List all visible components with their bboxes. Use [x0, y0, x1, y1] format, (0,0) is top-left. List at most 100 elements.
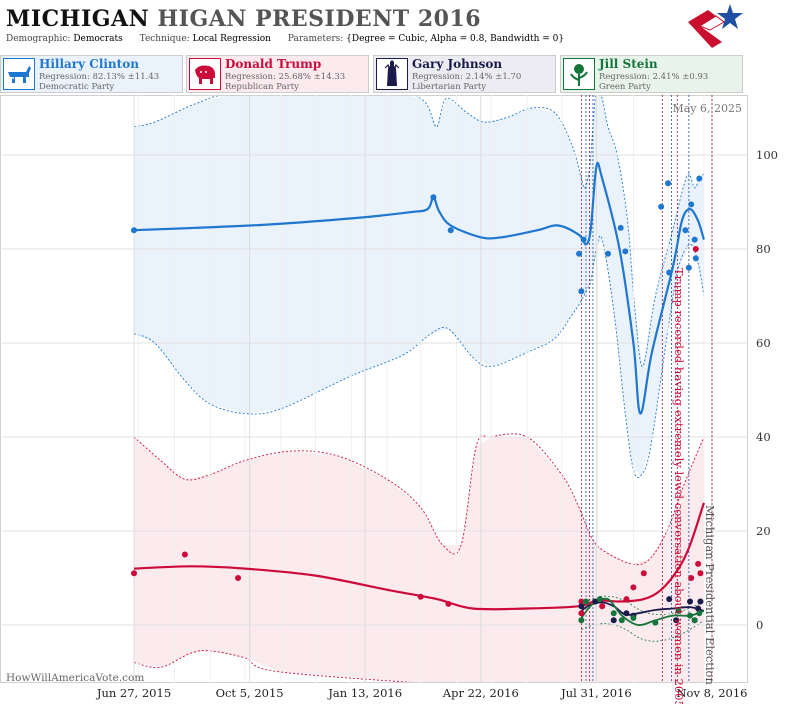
poll-point [235, 575, 242, 581]
poll-point [610, 617, 617, 624]
rose-icon [563, 58, 595, 90]
technique-value: Local Regression [192, 34, 271, 44]
poll-point [687, 612, 694, 619]
candidate-box-clinton: Hillary Clinton Regression: 82.13% ±11.4… [0, 55, 183, 93]
poll-point [580, 236, 587, 243]
candidate-regression: Regression: 82.13% ±11.43 [39, 72, 160, 82]
poll-point [697, 598, 704, 605]
y-tick-label: 40 [756, 430, 771, 444]
poll-point [181, 551, 188, 558]
band-lower-bound [133, 235, 705, 478]
poll-point [630, 614, 637, 621]
y-tick-label: 0 [756, 618, 763, 632]
candidate-regression: Regression: 2.41% ±0.93 [599, 72, 709, 82]
poll-point [618, 617, 625, 624]
poll-point [622, 248, 629, 255]
plot-border [0, 95, 748, 683]
poll-point [617, 224, 624, 231]
date-stamp: May 6, 2025 [672, 102, 742, 115]
poll-point [675, 607, 682, 614]
annotation-label: Trump recorded having extremely lewd con… [672, 268, 686, 704]
candidate-name: Hillary Clinton [39, 57, 139, 71]
poll-point [666, 269, 673, 276]
poll-point [685, 264, 692, 271]
poll-point [691, 236, 698, 243]
poll-point [630, 584, 637, 591]
poll-point [695, 605, 702, 612]
poll-point [578, 288, 585, 295]
demographic-value: Democrats [73, 34, 123, 44]
poll-point [578, 617, 585, 624]
poll-point [582, 598, 589, 605]
poll-point [687, 598, 694, 605]
poll-point [445, 600, 452, 607]
confidence-band [134, 437, 704, 683]
poll-point [576, 250, 583, 257]
confidence-band [134, 95, 704, 475]
candidate-regression: Regression: 2.14% ±1.70 [412, 72, 522, 82]
fit-line [133, 502, 705, 611]
poll-point [665, 180, 672, 187]
candidate-name: Gary Johnson [412, 57, 503, 71]
candidate-box-johnson: Gary Johnson Regression: 2.14% ±1.70 Lib… [373, 55, 556, 93]
technique-label: Technique: [139, 34, 190, 44]
poll-point [688, 575, 695, 581]
x-tick-label: Oct 5, 2015 [216, 686, 284, 700]
poll-point [691, 617, 698, 624]
candidate-box-trump: Donald Trump Regression: 25.68% ±14.33 R… [186, 55, 369, 93]
site-logo [688, 4, 743, 48]
candidate-party: Green Party [599, 82, 651, 92]
y-tick-label: 80 [756, 242, 771, 256]
poll-point [658, 203, 665, 210]
poll-point [692, 255, 699, 262]
poll-point [692, 246, 699, 252]
poll-point [695, 560, 702, 567]
title-state: MICHIGAN [6, 6, 150, 32]
liberty-icon [376, 58, 408, 90]
x-tick-label: Jun 27, 2015 [96, 686, 171, 700]
x-tick-label: Jan 13, 2016 [327, 686, 402, 700]
page-title: MICHIGAN HIGAN PRESIDENT 2016 [6, 6, 481, 32]
title-race: HIGAN PRESIDENT 2016 [157, 6, 482, 32]
band-upper-bound [133, 95, 705, 367]
poll-point [604, 250, 611, 257]
candidate-name: Donald Trump [225, 57, 322, 71]
parameters-line: Demographic: Democrats Technique: Local … [6, 34, 578, 44]
x-tick-label: Nov 8, 2016 [676, 686, 747, 700]
poll-point [447, 227, 454, 234]
poll-point [578, 603, 585, 610]
x-tick-label: Jul 31, 2016 [560, 686, 632, 700]
donkey-icon [3, 58, 35, 90]
candidate-box-stein: Jill Stein Regression: 2.41% ±0.93 Green… [560, 55, 743, 93]
poll-point [578, 598, 585, 605]
band-lower-bound [133, 650, 428, 683]
parameters-value: {Degree = Cubic, Alpha = 0.8, Bandwidth … [346, 34, 565, 44]
poll-point [696, 175, 703, 182]
poll-point [430, 194, 437, 201]
poll-point [596, 596, 603, 603]
candidate-party: Democratic Party [39, 82, 115, 92]
poll-point [623, 610, 630, 617]
band-upper-bound [133, 433, 705, 566]
poll-point [417, 593, 424, 600]
poll-point [610, 610, 617, 617]
poll-point [697, 570, 704, 577]
fit-line [133, 161, 705, 415]
candidate-party: Libertarian Party [412, 82, 487, 92]
y-tick-label: 100 [756, 148, 778, 162]
poll-point [673, 617, 680, 624]
y-tick-label: 60 [756, 336, 771, 350]
poll-point [682, 227, 689, 234]
candidate-name: Jill Stein [599, 57, 658, 71]
poll-point [666, 596, 673, 603]
poll-point [599, 603, 606, 610]
poll-point [623, 596, 630, 603]
annotation-label: Michigan Presidential Election [703, 505, 717, 685]
candidate-regression: Regression: 25.68% ±14.33 [225, 72, 346, 82]
poll-point [131, 227, 137, 234]
axes: Jun 27, 2015 Oct 5, 2015 Jan 13, 2016 Apr 2… [96, 148, 778, 704]
poll-point [578, 610, 585, 617]
candidate-party: Republican Party [225, 82, 299, 92]
poll-point [592, 598, 599, 605]
